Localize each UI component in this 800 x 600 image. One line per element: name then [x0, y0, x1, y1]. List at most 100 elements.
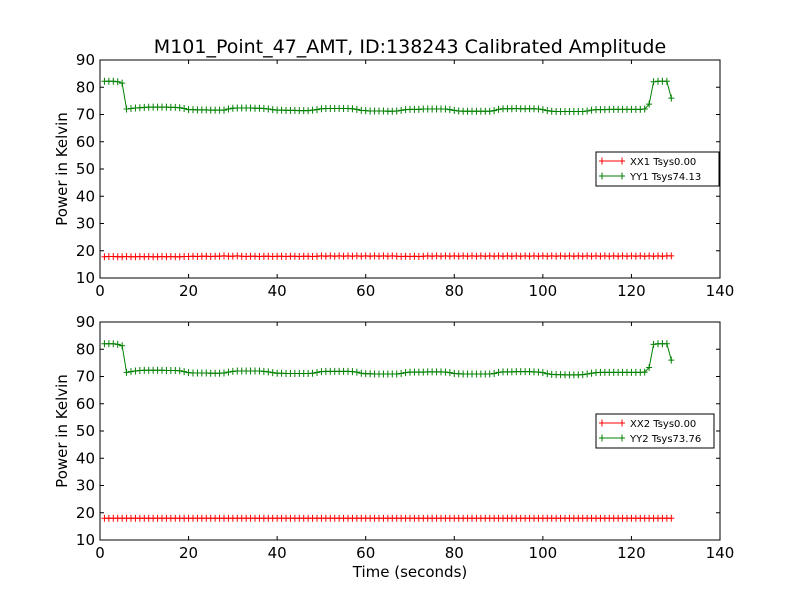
- data-point: [119, 342, 126, 350]
- data-point: [641, 105, 648, 113]
- legend-swatch-marker: [599, 157, 605, 165]
- legend-swatch-marker: [599, 419, 605, 427]
- subplot-2: 0 20 40 60 80 100 120 140 10 20 30 40 50 60 70 80 90 Powe…: [53, 313, 734, 581]
- data-point: [349, 368, 356, 376]
- data-point: [641, 368, 648, 376]
- x-tick-label: 0: [95, 544, 105, 562]
- data-point: [119, 79, 126, 87]
- y-tick-label: 50: [76, 422, 95, 440]
- data-point: [221, 106, 227, 114]
- data-point: [349, 105, 356, 113]
- legend-entry: XX1 Tsys0.00: [630, 157, 696, 168]
- data-point: [491, 370, 498, 378]
- data-point: [265, 105, 272, 113]
- data-point: [393, 370, 400, 378]
- data-point: [446, 369, 453, 377]
- legend-swatch-marker: [619, 419, 625, 427]
- data-point: [353, 368, 360, 376]
- data-point: [265, 368, 272, 376]
- data-point: [269, 369, 276, 377]
- y-tick-label: 70: [76, 106, 95, 124]
- data-point: [110, 77, 117, 85]
- x-tick-label: 120: [617, 282, 646, 300]
- data-point: [588, 369, 595, 377]
- x-tick-label: 40: [268, 282, 287, 300]
- x-axis-label: Time (seconds): [352, 563, 468, 581]
- data-point: [402, 369, 409, 377]
- data-point: [535, 368, 542, 376]
- data-point: [535, 105, 542, 113]
- series-XX1 Tsys0.00: [101, 252, 675, 261]
- series-line: [104, 80, 672, 112]
- data-point: [646, 100, 653, 108]
- data-point: [181, 368, 188, 376]
- series-YY1 Tsys74.13: [101, 77, 675, 116]
- data-point: [114, 340, 121, 348]
- x-tick-label: 80: [445, 282, 464, 300]
- data-point: [132, 367, 139, 375]
- series-YY2 Tsys73.76: [101, 340, 675, 379]
- data-point: [579, 371, 586, 379]
- data-point: [181, 105, 188, 113]
- y-tick-label: 80: [76, 340, 95, 358]
- y-axis-label: Power in Kelvin: [53, 112, 71, 226]
- legend-box: [595, 151, 720, 187]
- data-point: [539, 369, 546, 377]
- legend: XX2 Tsys0.00 YY2 Tsys73.76: [595, 413, 715, 449]
- x-tick-label: 120: [617, 544, 646, 562]
- legend-swatch-marker: [619, 434, 625, 442]
- y-axis-label: Power in Kelvin: [53, 374, 71, 488]
- data-point: [176, 367, 183, 375]
- y-tick-label: 90: [76, 313, 95, 331]
- legend-entry: YY1 Tsys74.13: [629, 172, 701, 183]
- y-tick-label: 60: [76, 133, 95, 151]
- data-point: [398, 106, 405, 114]
- x-tick-label: 140: [706, 544, 735, 562]
- data-point: [110, 340, 117, 348]
- data-point: [128, 368, 134, 376]
- data-point: [588, 106, 595, 114]
- y-tick-label: 30: [76, 477, 95, 495]
- data-point: [491, 107, 498, 115]
- data-point: [442, 105, 449, 113]
- y-tick-label: 80: [76, 78, 95, 96]
- data-point: [398, 370, 405, 378]
- y-tick-label: 60: [76, 395, 95, 413]
- data-point: [650, 78, 657, 86]
- x-tick-label: 20: [179, 282, 198, 300]
- y-tick-label: 20: [76, 504, 95, 522]
- data-point: [442, 368, 449, 376]
- data-point: [221, 369, 227, 377]
- data-point: [486, 107, 493, 115]
- data-point: [123, 368, 130, 376]
- subplot-1: 0 20 40 60 80 100 120 140 10 20 30 40 50 60 70 80 90 Powe…: [53, 51, 734, 300]
- data-point: [579, 108, 586, 116]
- y-tick-label: 20: [76, 242, 95, 260]
- data-point: [393, 107, 400, 115]
- data-point: [446, 106, 453, 114]
- y-tick-label: 90: [76, 51, 95, 69]
- x-tick-label: 80: [445, 544, 464, 562]
- data-point: [225, 368, 232, 376]
- legend-swatch-marker: [599, 434, 605, 442]
- data-point: [353, 105, 360, 113]
- data-point: [305, 107, 312, 115]
- y-tick-label: 30: [76, 215, 95, 233]
- legend: XX1 Tsys0.00 YY1 Tsys74.13: [595, 151, 720, 187]
- data-point: [495, 368, 502, 376]
- x-tick-label: 100: [529, 544, 558, 562]
- data-point: [584, 107, 591, 115]
- data-point: [309, 369, 316, 377]
- data-point: [114, 78, 121, 86]
- data-point: [123, 105, 130, 113]
- series-line: [104, 343, 672, 376]
- data-point: [663, 77, 670, 85]
- data-point: [668, 356, 675, 364]
- data-point: [269, 106, 276, 114]
- y-tick-label: 70: [76, 368, 95, 386]
- data-point: [260, 367, 267, 375]
- data-point: [314, 106, 320, 114]
- data-point: [668, 514, 675, 522]
- legend-entry: XX2 Tsys0.00: [630, 419, 696, 430]
